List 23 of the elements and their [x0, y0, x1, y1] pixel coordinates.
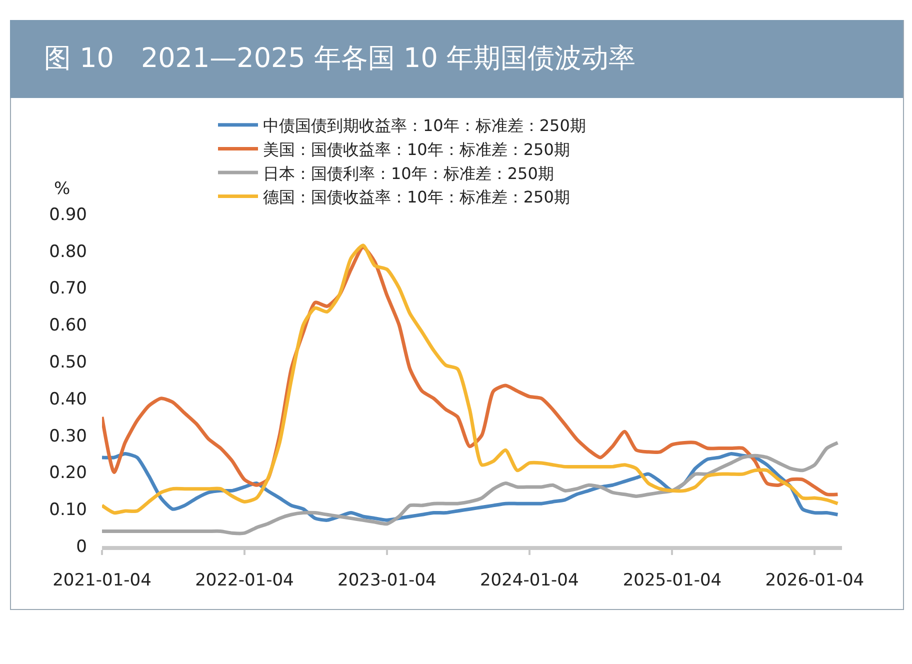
- legend-label: 美国：国债收益率：10年：标准差：250期: [263, 140, 570, 159]
- y-axis-title: %: [54, 179, 70, 199]
- y-tick-label: 0.80: [49, 242, 87, 262]
- y-tick-label: 0.60: [49, 316, 87, 336]
- y-tick-label: 0.40: [49, 389, 87, 410]
- y-tick-label: 0: [76, 536, 87, 557]
- y-tick-label: 0.10: [49, 500, 87, 520]
- y-tick-label: 0.70: [49, 278, 87, 299]
- legend-label: 德国：国债收益率：10年：标准差：250期: [263, 188, 570, 207]
- legend-label: 日本：国债利率：10年：标准差：250期: [263, 164, 554, 183]
- x-tick-label: 2023-01-04: [338, 570, 436, 590]
- y-tick-label: 0.90: [49, 204, 87, 225]
- line-series: [102, 440, 840, 536]
- legend-label: 中债国债到期收益率：10年：标准差：250期: [263, 116, 586, 136]
- x-tick-label: 2025-01-04: [622, 570, 722, 590]
- x-tick-label: 2021-01-04: [52, 570, 152, 590]
- y-tick-label: 0.20: [49, 463, 87, 484]
- chart-title: 图 10 2021—2025 年各国 10 年期国债波动率: [10, 20, 903, 98]
- x-tick-label: 2022-01-04: [195, 570, 294, 590]
- y-tick-label: 0.30: [49, 426, 87, 446]
- y-tick-label: 0.50: [49, 352, 87, 373]
- x-tick-label: 2024-01-04: [480, 570, 579, 590]
- x-tick-label: 2026-01-04: [765, 570, 864, 590]
